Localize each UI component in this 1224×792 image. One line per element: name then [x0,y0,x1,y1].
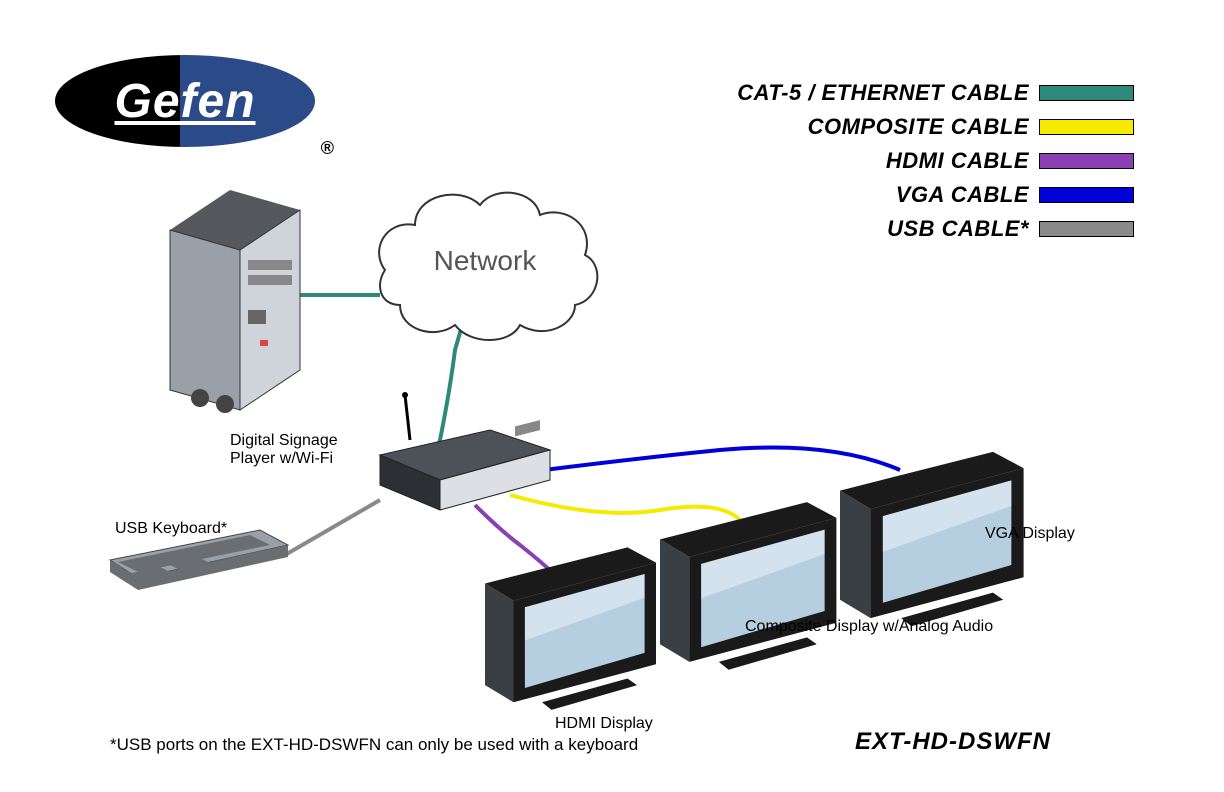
legend-row-hdmi: HDMI CABLE [886,148,1134,174]
legend-swatch [1039,187,1134,203]
hdmi-label: HDMI Display [555,715,653,733]
signage-label: Digital Signage Player w/Wi-Fi [230,432,338,468]
composite-label: Composite Display w/Analog Audio [745,618,993,636]
cable-hdmi [475,505,555,575]
legend-label: USB CABLE* [887,216,1029,242]
footnote-text: *USB ports on the EXT-HD-DSWFN can only … [110,735,638,755]
keyboard-icon [110,530,288,590]
legend-row-cat5: CAT-5 / ETHERNET CABLE [737,80,1134,106]
legend-label: VGA CABLE [896,182,1029,208]
vga-label: VGA Display [985,525,1075,543]
network-cloud-icon: Network [379,193,597,340]
legend-label: CAT-5 / ETHERNET CABLE [737,80,1029,106]
composite-display-icon [660,502,836,670]
cable-vga [505,448,900,476]
signage-player-icon [380,392,550,510]
network-label: Network [434,245,538,276]
tower-pc-icon [170,190,300,413]
legend-swatch [1039,153,1134,169]
legend-row-usb: USB CABLE* [887,216,1134,242]
cable-composite [510,495,740,520]
legend-row-vga: VGA CABLE [896,182,1134,208]
hdmi-display-icon [485,547,656,709]
cable-usb [285,500,380,555]
legend-label: HDMI CABLE [886,148,1029,174]
gefen-logo: Gefen ® [55,55,330,155]
legend-swatch [1039,221,1134,237]
legend-label: COMPOSITE CABLE [808,114,1029,140]
model-number: EXT-HD-DSWFN [855,728,1051,756]
legend-row-composite: COMPOSITE CABLE [808,114,1134,140]
keyboard-label: USB Keyboard* [115,520,227,538]
legend-swatch [1039,85,1134,101]
legend-swatch [1039,119,1134,135]
